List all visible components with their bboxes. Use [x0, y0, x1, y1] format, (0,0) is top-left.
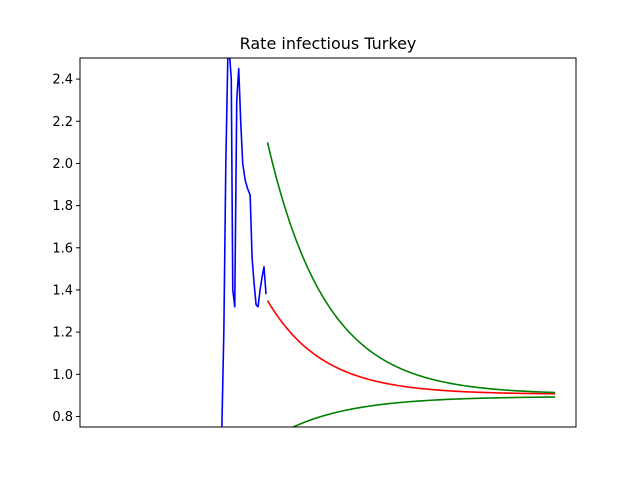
y-tick-label: 2.4 — [52, 73, 73, 88]
y-tick-label: 2.2 — [52, 115, 73, 130]
y-tick-label: 2.0 — [52, 157, 73, 172]
series-line-3 — [266, 142, 556, 394]
y-tick-label: 1.4 — [52, 283, 73, 298]
y-tick-label: 0.8 — [52, 410, 73, 425]
series-line-1 — [221, 58, 267, 427]
plot-frame — [79, 57, 577, 428]
y-tick-label: 1.6 — [52, 241, 73, 256]
series-line-2 — [266, 300, 556, 395]
y-tick-label: 1.8 — [52, 199, 73, 214]
series-line-4 — [292, 396, 556, 427]
y-tick-label: 1.0 — [52, 368, 73, 383]
y-tick-label: 1.2 — [52, 326, 73, 341]
chart-title: Rate infectious Turkey — [240, 34, 417, 53]
